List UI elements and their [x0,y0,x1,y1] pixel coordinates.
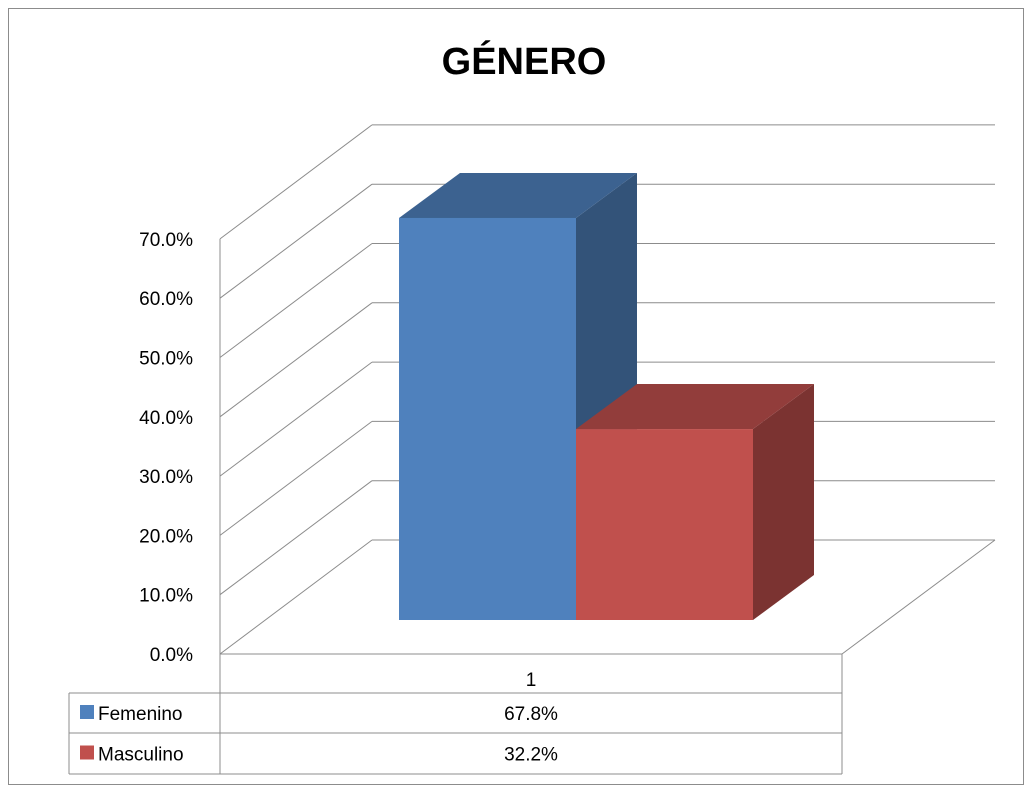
legend-swatch-masculino [80,745,94,760]
data-label-masculino: 32.2% [504,745,558,766]
legend-label-femenino: Femenino [98,704,183,725]
data-label-femenino: 67.8% [504,704,558,725]
y-tick-label: 30.0% [139,467,193,488]
table-header-category: 1 [526,670,537,691]
gridline-side [219,480,373,596]
legend-swatch-femenino [80,705,94,719]
bar-layer [399,172,814,621]
chart-title: GÉNERO [442,39,607,83]
gridline-side [219,124,373,240]
y-tick-label: 0.0% [150,645,193,666]
bar-top-face [576,384,814,430]
floor-right-edge [841,539,996,655]
gridline-side [219,420,373,536]
gridline-side [219,243,373,358]
y-tick-label: 20.0% [139,526,193,547]
gridline-side [219,183,373,299]
bar-top-face [399,172,637,218]
bar-front-face [576,429,753,620]
y-tick-label: 50.0% [139,349,193,370]
y-tick-label: 40.0% [139,408,193,429]
gridline-side [219,302,373,418]
legend-label-masculino: Masculino [98,745,184,766]
y-axis-ticks: 0.0% 10.0% 20.0% 30.0% 40.0% 50.0% 60.0% 70.0% [139,230,193,666]
bar-masculino [576,384,814,620]
y-tick-label: 60.0% [139,289,193,310]
y-tick-label: 10.0% [139,586,193,607]
y-tick-label: 70.0% [139,230,193,251]
gridline-side [219,361,373,477]
bar-side-face [753,384,814,620]
gridline-side [219,539,373,655]
bar-front-face [399,217,576,621]
data-table: 1 Femenino 67.8% Masculino 32.2% [68,654,843,775]
